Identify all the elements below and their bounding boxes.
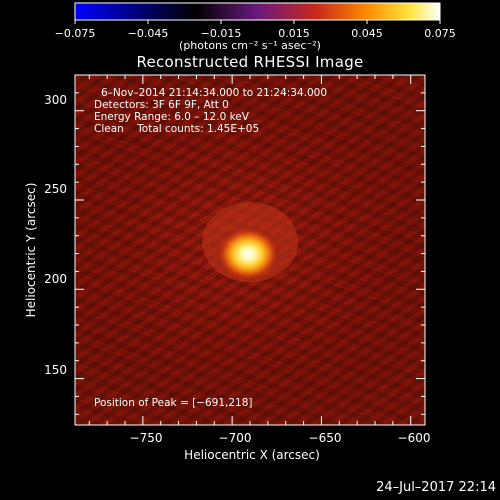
peak-position-text: Position of Peak = [−691,218] [94,397,253,409]
flare-source [218,228,278,280]
detectors-text: Detectors: 3F 6F 9F, Att 0 [94,99,229,111]
x-tick-label: −700 [219,431,252,445]
x-axis-label: Heliocentric X (arcsec) [184,448,320,462]
colorbar-tick-label: 0.075 [424,27,456,40]
plot-title: Reconstructed RHESSI Image [136,53,363,71]
y-axis-label: Heliocentric Y (arcsec) [24,183,38,318]
x-tick-label: −750 [130,431,163,445]
footer-timestamp: 24–Jul–2017 22:14 [376,480,496,495]
colorbar-tick-label: 0.045 [351,27,383,40]
y-tick-label: 150 [44,363,67,377]
x-tick-label: −650 [309,431,342,445]
y-tick-label: 250 [44,182,67,196]
colorbar-tick-label: −0.075 [55,27,96,40]
x-tick-label: −600 [398,431,431,445]
colorbar [75,3,440,20]
time-range-text: 6–Nov–2014 21:14:34.000 to 21:24:34.000 [101,87,327,99]
energy-range-text: Energy Range: 6.0 – 12.0 keV [94,111,249,123]
y-tick-label: 200 [44,272,67,286]
colorbar-units: (photons cm⁻² s⁻¹ asec⁻²) [179,39,321,52]
y-tick-label: 300 [44,93,67,107]
clean-counts-text: Clean Total counts: 1.45E+05 [94,123,259,135]
colorbar-tick-label: −0.045 [128,27,169,40]
rhessi-image [10,40,470,440]
